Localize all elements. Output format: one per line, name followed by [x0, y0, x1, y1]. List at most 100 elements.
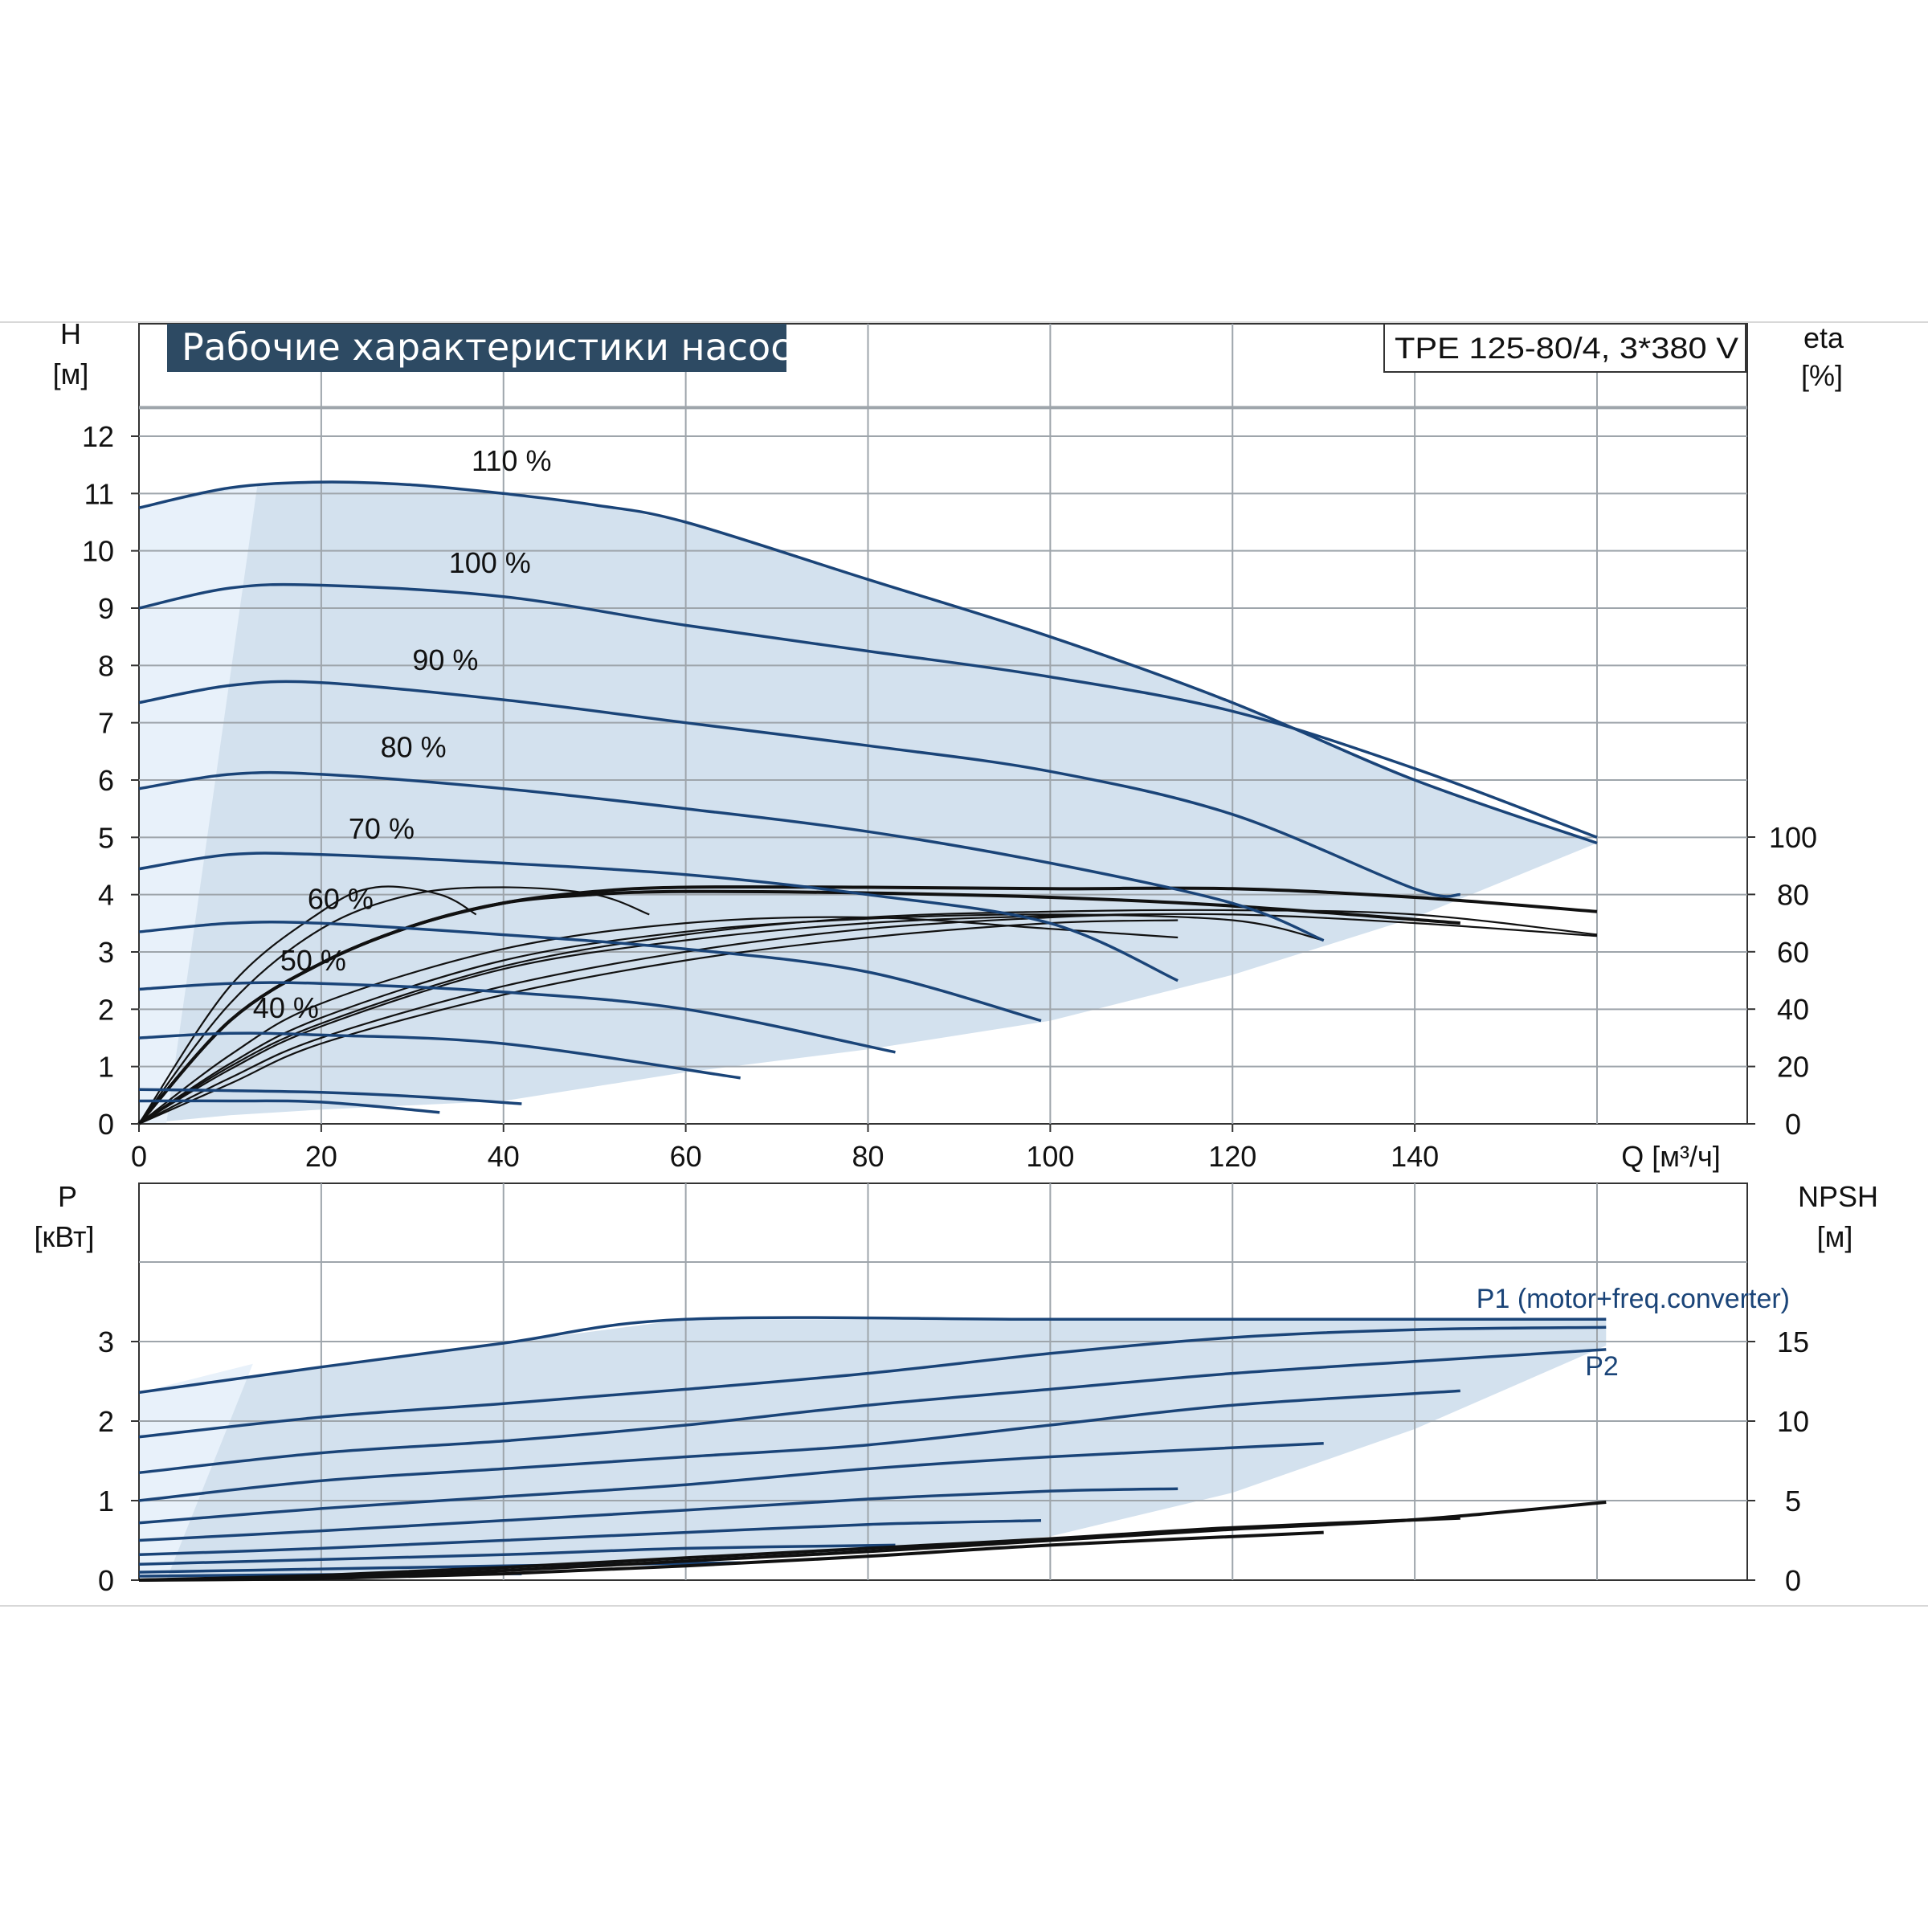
head-curve	[138, 770, 1325, 942]
head-curve	[138, 680, 1461, 898]
chart-title: Рабочие характеристики насоса	[182, 325, 814, 369]
npsh-tick-label: 0	[1785, 1564, 1801, 1597]
y-tick-label: 10	[82, 535, 114, 568]
title-box: Рабочие характеристики насоса	[167, 324, 814, 372]
power-grid	[138, 1182, 1748, 1581]
efficiency-curve	[137, 889, 1460, 1125]
y2-tick-label: 80	[1777, 878, 1809, 911]
y2-tick-label: 40	[1777, 993, 1809, 1026]
power-curve	[138, 1487, 1178, 1542]
y-axis-unit: [м]	[53, 357, 89, 390]
power-range-fill	[139, 1317, 1607, 1580]
y2-axis-unit: [%]	[1801, 359, 1843, 392]
x-tick-label: 40	[488, 1140, 520, 1173]
y-tick-label: 1	[98, 1051, 114, 1084]
speed-label: 60 %	[308, 883, 374, 916]
p2-label: P2	[1585, 1351, 1619, 1382]
head-curve	[138, 1099, 440, 1114]
p1-label: P1 (motor+freq.converter)	[1477, 1284, 1790, 1314]
head-curve	[138, 852, 1178, 982]
x-tick-label: 60	[670, 1140, 702, 1173]
head-curve	[138, 1031, 741, 1080]
head-curve	[138, 1088, 522, 1105]
efficiency-curve	[138, 913, 1142, 1125]
speed-label: 90 %	[412, 643, 478, 676]
y-tick-label: 12	[82, 420, 114, 453]
head-curve	[138, 921, 1042, 1023]
power-curve	[138, 1316, 1607, 1395]
power-range-light-fill	[139, 1363, 253, 1580]
head-curve	[138, 480, 1598, 845]
efficiency-curve	[138, 919, 1178, 1125]
power-operating-region	[139, 1317, 1607, 1580]
power-curve	[138, 1389, 1460, 1502]
p-tick-label: 2	[98, 1405, 114, 1438]
npsh-axis-name: NPSH	[1798, 1180, 1878, 1213]
power-frame	[138, 1182, 1748, 1581]
y-tick-label: 8	[98, 649, 114, 682]
y-axis-name: H	[60, 317, 81, 350]
y2-axis-name: eta	[1803, 321, 1844, 354]
y-tick-label: 7	[98, 707, 114, 740]
y-tick-label: 3	[98, 936, 114, 969]
y-tick-label: 11	[84, 477, 114, 510]
model-box-frame	[1383, 323, 1746, 373]
x-tick-label: 120	[1208, 1140, 1256, 1173]
npsh-tick-label: 5	[1785, 1485, 1801, 1517]
npsh-curve	[138, 1516, 1460, 1582]
speed-label: 70 %	[349, 812, 415, 845]
p-tick-label: 0	[98, 1564, 114, 1597]
y2-tick-label: 0	[1785, 1108, 1801, 1141]
x-tick-label: 20	[305, 1140, 337, 1173]
x-tick-label: 140	[1391, 1140, 1439, 1173]
x-tick-label: 0	[131, 1140, 147, 1173]
efficiency-curve	[138, 916, 1178, 1125]
y2-tick-label: 20	[1777, 1051, 1809, 1084]
power-curve	[138, 1325, 1607, 1439]
power-axes: 0 1 2 3 0 5 10 15 P [кВт] NPSH [м]	[34, 1180, 1878, 1597]
speed-label: 40 %	[253, 991, 319, 1024]
y-tick-label: 0	[98, 1108, 114, 1141]
head-frame	[138, 323, 1748, 1125]
p-axis-name: P	[58, 1180, 77, 1213]
y-tick-label: 9	[98, 592, 114, 625]
model-label: TPE 125-80/4, 3*380 V	[1395, 332, 1738, 365]
y2-tick-label: 100	[1769, 821, 1817, 854]
power-curve	[138, 1543, 896, 1566]
speed-labels: 110 % 100 % 90 % 80 % 70 % 60 % 50 % 40 %	[253, 444, 552, 1024]
power-curve	[138, 1519, 1042, 1557]
head-curve	[138, 582, 1598, 839]
x-axis-label: Q [м³/ч]	[1621, 1140, 1721, 1173]
efficiency-curve	[138, 913, 1598, 1125]
title-background	[167, 324, 786, 372]
x-tick-label: 80	[852, 1140, 884, 1173]
y-tick-label: 6	[98, 764, 114, 797]
y-tick-label: 5	[98, 821, 114, 854]
head-curves	[138, 480, 1598, 1114]
p-tick-label: 3	[98, 1325, 114, 1358]
y-tick-label: 4	[98, 879, 114, 912]
speed-label: 80 %	[381, 730, 447, 763]
speed-label: 50 %	[280, 944, 346, 977]
power-curve	[138, 1348, 1607, 1475]
npsh-axis-unit: [м]	[1817, 1220, 1853, 1253]
npsh-tick-label: 15	[1777, 1325, 1809, 1358]
p-tick-label: 1	[98, 1485, 114, 1517]
y-tick-label: 2	[98, 993, 114, 1026]
x-tick-label: 100	[1026, 1140, 1074, 1173]
npsh-tick-label: 10	[1777, 1405, 1809, 1438]
efficiency-curve	[138, 913, 1324, 1125]
npsh-curve	[138, 1530, 1324, 1582]
efficiency-curve	[138, 886, 650, 1125]
y2-tick-label: 60	[1777, 936, 1809, 969]
p-axis-unit: [кВт]	[34, 1220, 94, 1253]
power-curve	[138, 1441, 1324, 1525]
model-box: TPE 125-80/4, 3*380 V	[1383, 323, 1746, 373]
head-curve	[138, 981, 896, 1054]
operating-range-light-fill	[139, 484, 258, 1124]
speed-label: 110 %	[472, 444, 551, 477]
npsh-curves	[138, 1501, 1607, 1582]
